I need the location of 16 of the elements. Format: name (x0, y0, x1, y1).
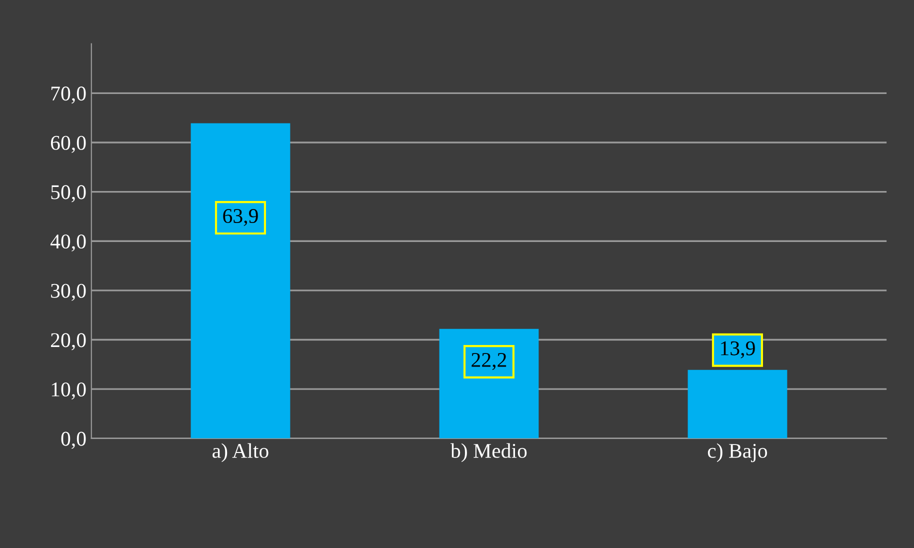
y-tick-label: 50,0 (51, 185, 86, 202)
bar (190, 123, 290, 438)
bar (688, 370, 788, 438)
y-tick-label: 0,0 (61, 432, 86, 449)
y-tick-label: 70,0 (51, 86, 86, 104)
y-tick-label: 60,0 (50, 136, 86, 153)
y-tick-label: 40,0 (50, 234, 86, 252)
x-tick-label: a) Alto (212, 443, 268, 462)
y-tick-label: 10,0 (52, 382, 86, 400)
data-label: 22,2 (472, 352, 506, 370)
x-tick-label: c) Bajo (708, 443, 768, 462)
data-label: 13,9 (721, 341, 755, 358)
x-tick-label: b) Medio (450, 443, 527, 462)
y-tick-label: 20,0 (50, 333, 86, 350)
y-tick-label: 30,0 (51, 284, 86, 301)
data-label: 63,9 (223, 209, 258, 226)
